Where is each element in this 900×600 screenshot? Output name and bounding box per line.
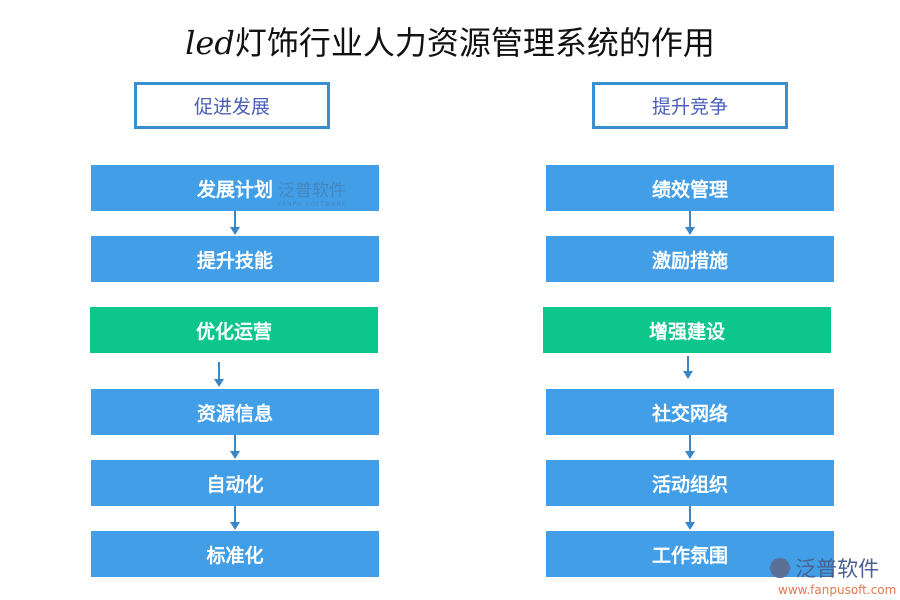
node-right-5: 活动组织 [546, 460, 834, 506]
arrow [230, 211, 240, 235]
left-header: 促进发展 [134, 82, 330, 129]
arrow [230, 506, 240, 530]
node-right-3: 增强建设 [543, 307, 831, 353]
node-right-4: 社交网络 [546, 389, 834, 435]
arrow [230, 435, 240, 459]
arrow [214, 362, 224, 387]
arrow [685, 506, 695, 530]
node-left-3: 优化运营 [90, 307, 378, 353]
node-right-2: 激励措施 [546, 236, 834, 282]
fanpu-logo-icon [770, 558, 790, 578]
node-left-5: 自动化 [91, 460, 379, 506]
node-left-6: 标准化 [91, 531, 379, 577]
right-header: 提升竞争 [592, 82, 788, 129]
node-right-1: 绩效管理 [546, 165, 834, 211]
node-left-4: 资源信息 [91, 389, 379, 435]
arrow [683, 356, 693, 379]
watermark-center: 泛普软件 FANPU SOFTWARE [278, 181, 347, 208]
node-left-1: 发展计划 [91, 165, 379, 211]
arrow [685, 435, 695, 459]
node-left-2: 提升技能 [91, 236, 379, 282]
node-right-6: 工作氛围 [546, 531, 834, 577]
page-title: led灯饰行业人力资源管理系统的作用 [185, 24, 715, 62]
arrow [685, 211, 695, 235]
watermark-logo: 泛普软件 www.fanpusoft.com [770, 553, 896, 597]
